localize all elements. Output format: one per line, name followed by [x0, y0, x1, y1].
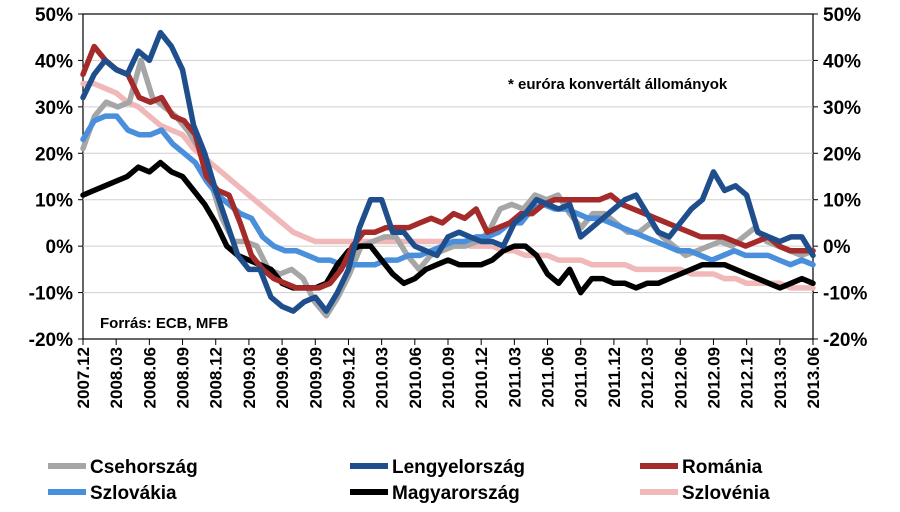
- x-axis: 2007.12 2008.03 2008.06 2008.09 2008.12 2009.…: [74, 339, 823, 408]
- source-label: Forrás: ECB, MFB: [100, 315, 229, 332]
- x-tick-label: 2011.09: [572, 347, 591, 408]
- annotation: * euróra konvertált állományok: [508, 76, 728, 93]
- y-tick-label-right: 20%: [823, 144, 861, 165]
- x-tick-label: 2011.12: [605, 347, 624, 408]
- y-axis-left: -20% -10% 0% 10% 20% 30% 40% 50%: [29, 5, 83, 351]
- x-tick-label: 2008.09: [174, 347, 193, 408]
- series-group: [80, 29, 816, 319]
- x-tick-label: 2013.06: [804, 347, 823, 408]
- y-tick-label-right: 50%: [823, 5, 861, 26]
- legend-label: Szlovénia: [682, 483, 770, 504]
- y-tick-label-right: 30%: [823, 98, 861, 119]
- y-tick-label-left: -10%: [29, 284, 73, 305]
- legend-label: Románia: [682, 457, 763, 478]
- y-tick-label-left: 20%: [35, 144, 73, 165]
- legend-label: Lengyelország: [392, 457, 525, 478]
- x-tick-label: 2011.06: [539, 347, 558, 408]
- x-tick-label: 2013.03: [771, 347, 790, 408]
- x-tick-label: 2010.09: [439, 347, 458, 408]
- y-tick-label-left: 30%: [35, 98, 73, 119]
- x-tick-label: 2011.03: [505, 347, 524, 408]
- x-tick-label: 2008.12: [207, 347, 226, 408]
- series-line-lengyelország: [80, 29, 816, 314]
- y-tick-label-right: 10%: [823, 191, 861, 212]
- x-tick-label: 2012.03: [638, 347, 657, 408]
- y-tick-label-right: -20%: [823, 330, 867, 351]
- x-tick-label: 2010.12: [472, 347, 491, 408]
- y-tick-label-left: 50%: [35, 5, 73, 26]
- y-tick-label-left: 0%: [46, 237, 74, 258]
- x-tick-label: 2010.06: [406, 347, 425, 408]
- x-tick-label: 2009.03: [240, 347, 259, 408]
- x-tick-label: 2012.09: [704, 347, 723, 408]
- x-tick-label: 2009.06: [273, 347, 292, 408]
- x-tick-label: 2012.06: [671, 347, 690, 408]
- legend-label: Szlovákia: [90, 483, 177, 504]
- y-tick-label-right: 0%: [823, 237, 851, 258]
- legend-label: Magyarország: [392, 483, 520, 504]
- y-tick-label-right: 40%: [823, 51, 861, 72]
- y-tick-label-left: -20%: [29, 330, 73, 351]
- y-tick-label-left: 10%: [35, 191, 73, 212]
- x-tick-label: 2008.06: [140, 347, 159, 408]
- x-tick-label: 2007.12: [74, 347, 93, 408]
- x-tick-label: 2010.03: [373, 347, 392, 408]
- x-tick-label: 2012.12: [738, 347, 757, 408]
- x-tick-label: 2009.09: [306, 347, 325, 408]
- legend: Csehország Lengyelország Románia Szlovákia M…: [48, 457, 770, 504]
- x-tick-label: 2008.03: [107, 347, 126, 408]
- y-axis-right: -20% -10% 0% 10% 20% 30% 40% 50%: [813, 5, 867, 351]
- series-line-magyarország: [80, 159, 816, 296]
- x-tick-label: 2009.12: [339, 347, 358, 408]
- legend-label: Csehország: [90, 457, 198, 478]
- y-tick-label-right: -10%: [823, 284, 867, 305]
- y-tick-label-left: 40%: [35, 51, 73, 72]
- plot-area: [82, 13, 814, 340]
- series-line-románia: [80, 43, 816, 291]
